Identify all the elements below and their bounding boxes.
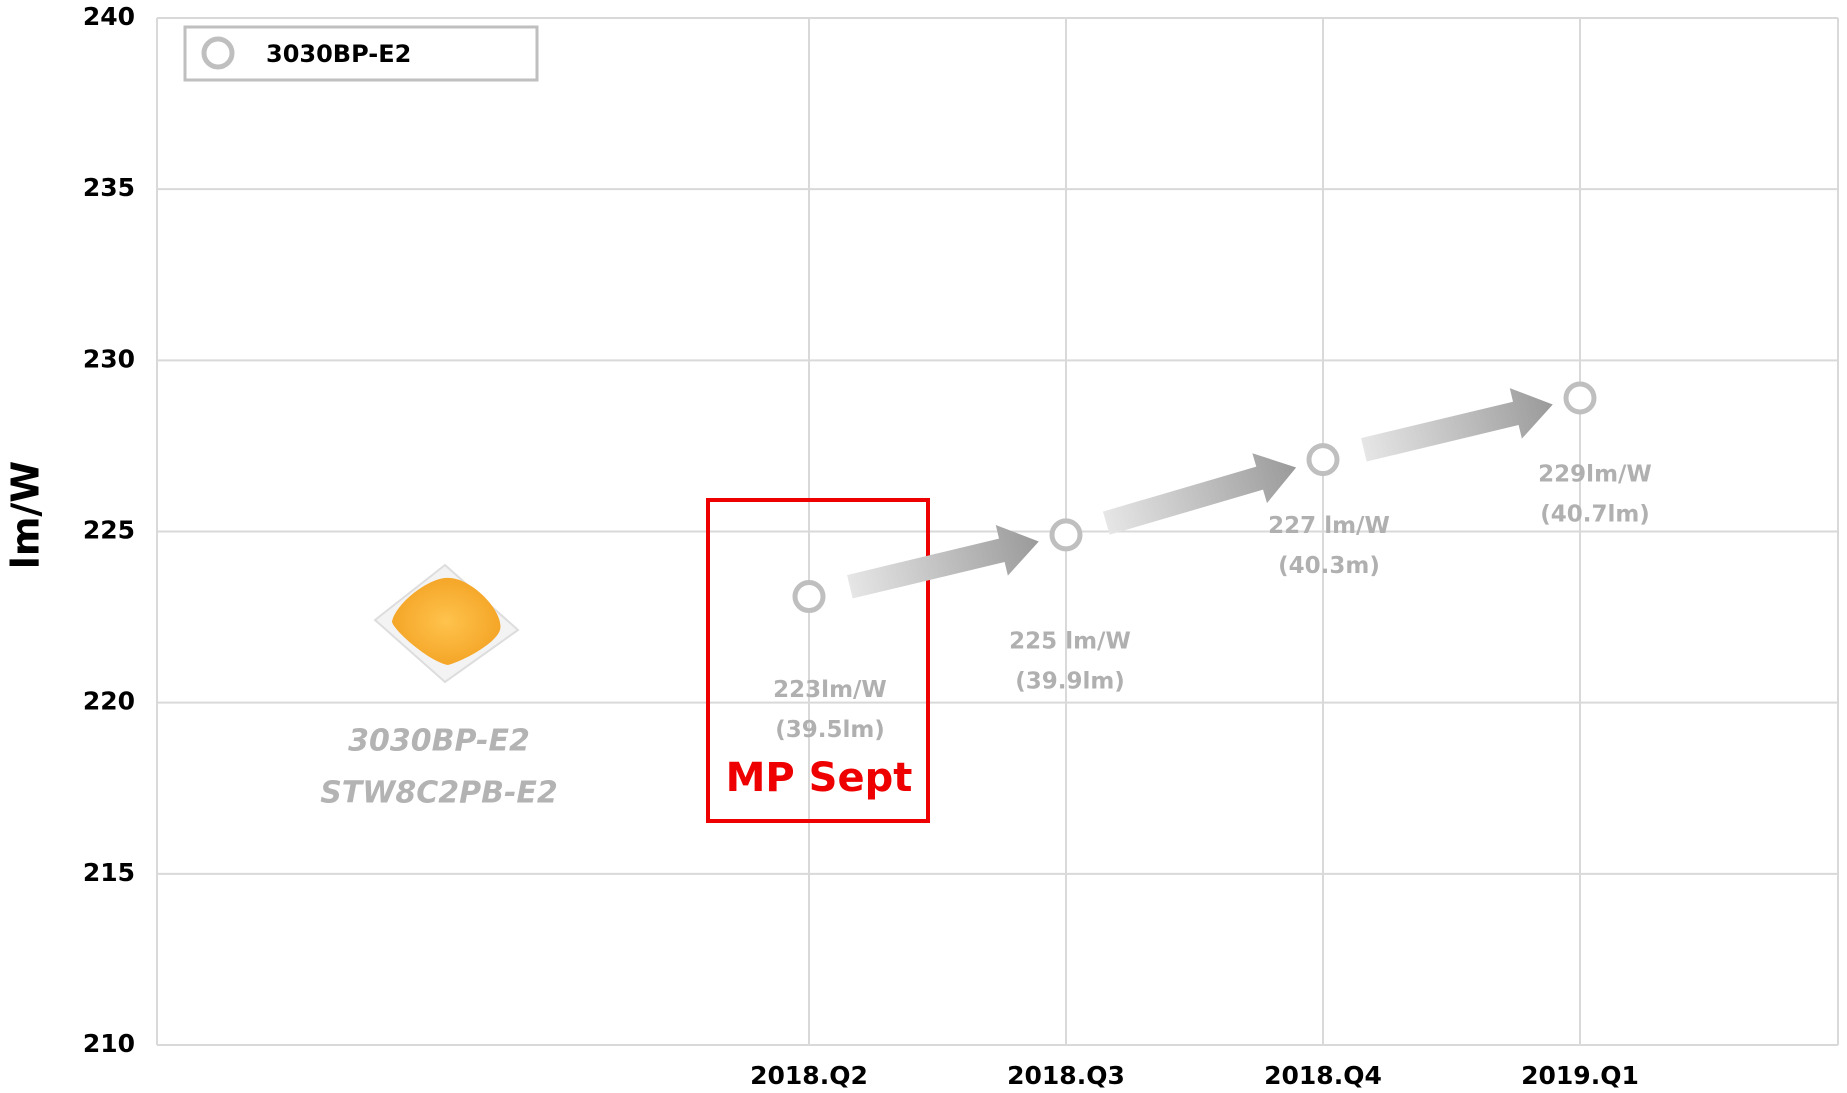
data-label: 227 lm/W <box>1268 513 1390 539</box>
point <box>792 580 826 614</box>
x-tick-label: 2018.Q2 <box>750 1061 868 1090</box>
x-tick-label: 2019.Q1 <box>1521 1061 1639 1090</box>
led-image <box>373 563 520 684</box>
legend-box <box>183 25 539 82</box>
data-label: (40.3m) <box>1278 553 1380 579</box>
y-tick-label: 230 <box>83 344 135 373</box>
data-label: 223lm/W <box>773 677 887 703</box>
x-tick-label: 2018.Q3 <box>1007 1061 1125 1090</box>
y-tick-label: 220 <box>83 687 135 716</box>
annotation-box <box>706 498 930 823</box>
data-label: 229lm/W <box>1538 461 1652 487</box>
product-label: 3030BP-E2 <box>348 724 530 759</box>
y-tick-label: 240 <box>83 2 135 31</box>
data-label: (39.9lm) <box>1015 668 1125 694</box>
y-tick-label: 215 <box>83 858 135 887</box>
annotation: MP Sept <box>726 755 913 801</box>
data-label: 225 lm/W <box>1009 628 1131 654</box>
grid <box>157 17 1838 1046</box>
data-label: (40.7lm) <box>1540 501 1650 527</box>
arrow <box>1361 388 1553 462</box>
product-label: STW8C2PB-E2 <box>320 776 558 811</box>
arrow <box>1102 453 1297 535</box>
point <box>1563 381 1597 415</box>
y-axis-title: lm/W <box>4 461 48 569</box>
legend-marker <box>201 36 235 70</box>
x-tick-label: 2018.Q4 <box>1264 1061 1382 1090</box>
point <box>1049 518 1083 552</box>
y-tick-label: 235 <box>83 173 135 202</box>
y-tick-label: 225 <box>83 516 135 545</box>
arrow <box>847 525 1039 599</box>
data-label: (39.5lm) <box>775 717 885 743</box>
legend-label: 3030BP-E2 <box>266 40 411 68</box>
y-tick-label: 210 <box>83 1029 135 1058</box>
point <box>1306 443 1340 477</box>
